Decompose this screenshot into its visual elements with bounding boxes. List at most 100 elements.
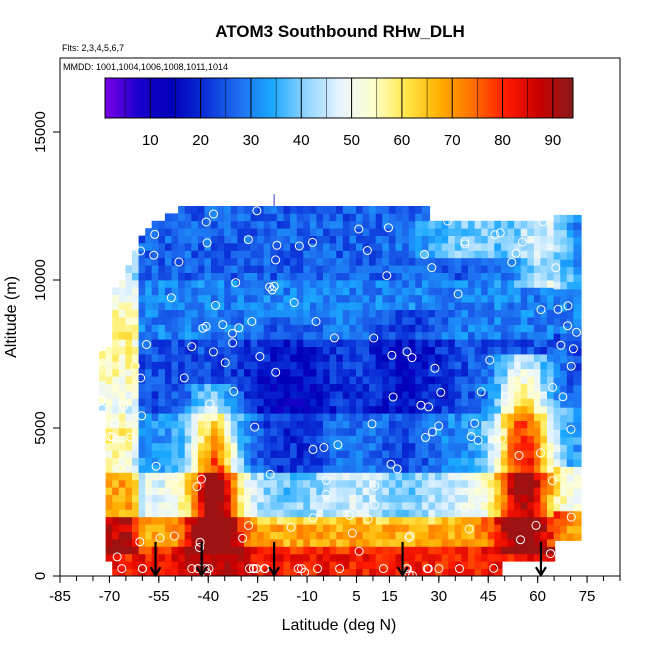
heatmap-cell <box>125 361 134 370</box>
heatmap-cell <box>573 237 582 245</box>
heatmap-cell <box>257 243 266 251</box>
heatmap-cell <box>125 413 134 421</box>
heatmap-cell <box>520 294 529 303</box>
heatmap-cell <box>395 361 404 370</box>
heatmap-cell <box>388 487 398 495</box>
heatmap-cell <box>303 294 312 303</box>
heatmap-cell <box>151 324 160 333</box>
heatmap-cell <box>132 442 141 451</box>
heatmap-cell <box>533 294 543 303</box>
heatmap-cell <box>164 420 174 429</box>
heatmap-cell <box>566 392 575 401</box>
heatmap-cell <box>290 361 299 370</box>
heatmap-cell <box>421 428 431 436</box>
heatmap-cell <box>540 428 549 436</box>
heatmap-cell <box>217 243 226 251</box>
heatmap-cell <box>230 428 239 436</box>
heatmap-cell <box>448 405 457 414</box>
heatmap-cell <box>395 368 404 377</box>
heatmap-cell <box>500 531 510 540</box>
heatmap-cell <box>382 539 391 547</box>
heatmap-cell <box>270 368 279 377</box>
heatmap-cell <box>296 257 305 266</box>
heatmap-cell <box>388 413 398 421</box>
observation-point <box>187 342 197 352</box>
heatmap-cell <box>514 405 523 414</box>
heatmap-cell <box>303 398 312 407</box>
heatmap-cell <box>375 250 384 259</box>
heatmap-cell <box>382 502 391 510</box>
heatmap-cell <box>112 346 121 355</box>
heatmap-cell <box>283 294 292 303</box>
heatmap-cell <box>356 435 365 444</box>
heatmap-cell <box>369 509 378 518</box>
heatmap-cell <box>500 228 510 236</box>
heatmap-cell <box>408 265 417 273</box>
heatmap-cell <box>191 309 200 318</box>
heatmap-cell <box>408 250 417 259</box>
heatmap-cell <box>435 383 444 392</box>
heatmap-cell <box>329 531 338 540</box>
heatmap-cell <box>500 509 510 518</box>
heatmap-cell <box>342 531 351 540</box>
heatmap-cell <box>211 450 220 458</box>
heatmap-cell <box>178 531 187 540</box>
heatmap-cell <box>145 272 154 281</box>
heatmap-cell <box>382 383 391 392</box>
heatmap-cell <box>303 524 312 532</box>
heatmap-cell <box>211 509 220 518</box>
heatmap-cell <box>164 391 174 399</box>
heatmap-cell <box>250 331 259 340</box>
heatmap-cell <box>329 354 338 362</box>
heatmap-cell <box>481 472 490 481</box>
heatmap-cell <box>362 339 371 347</box>
heatmap-cell <box>441 250 450 259</box>
heatmap-cell <box>553 318 562 327</box>
heatmap-cell <box>362 383 371 392</box>
heatmap-cell <box>237 479 246 488</box>
heatmap-cell <box>204 376 213 384</box>
heatmap-cell <box>415 509 424 518</box>
heatmap-cell <box>395 472 404 481</box>
heatmap-cell <box>375 331 384 340</box>
heatmap-cell <box>540 324 549 333</box>
heatmap-cell <box>184 250 193 259</box>
heatmap-cell <box>151 479 160 488</box>
heatmap-cell <box>178 317 187 325</box>
heatmap-cell <box>474 228 483 236</box>
heatmap-cell <box>356 546 365 555</box>
heatmap-cell <box>329 317 338 325</box>
heatmap-cell <box>244 531 253 540</box>
heatmap-cell <box>487 243 496 251</box>
heatmap-cell <box>349 553 358 562</box>
heatmap-cell <box>553 340 562 349</box>
heatmap-cell <box>560 325 569 334</box>
heatmap-cell <box>573 496 582 504</box>
heatmap-cell <box>540 302 549 310</box>
heatmap-cell <box>356 302 365 310</box>
heatmap-cell <box>527 524 536 532</box>
heatmap-cell <box>382 257 391 266</box>
heatmap-cell <box>435 257 444 266</box>
heatmap-cell <box>178 494 187 503</box>
heatmap-cell <box>448 435 457 444</box>
heatmap-cell <box>329 546 338 555</box>
heatmap-cell <box>309 235 319 244</box>
observation-point <box>362 246 372 255</box>
heatmap-cell <box>204 206 213 214</box>
heatmap-cell <box>118 472 127 481</box>
heatmap-cell <box>204 220 213 229</box>
heatmap-cell <box>316 494 325 503</box>
heatmap-cell <box>500 339 510 347</box>
heatmap-cell <box>435 272 444 281</box>
heatmap-cell <box>356 272 365 281</box>
heatmap-cell <box>197 383 207 392</box>
heatmap-cell <box>263 339 272 347</box>
heatmap-cell <box>362 309 371 318</box>
heatmap-cell <box>290 272 299 281</box>
observation-point <box>333 440 343 450</box>
heatmap-cell <box>435 331 444 340</box>
heatmap-cell <box>237 553 246 562</box>
heatmap-cell <box>171 309 180 318</box>
observation-point <box>536 305 546 315</box>
